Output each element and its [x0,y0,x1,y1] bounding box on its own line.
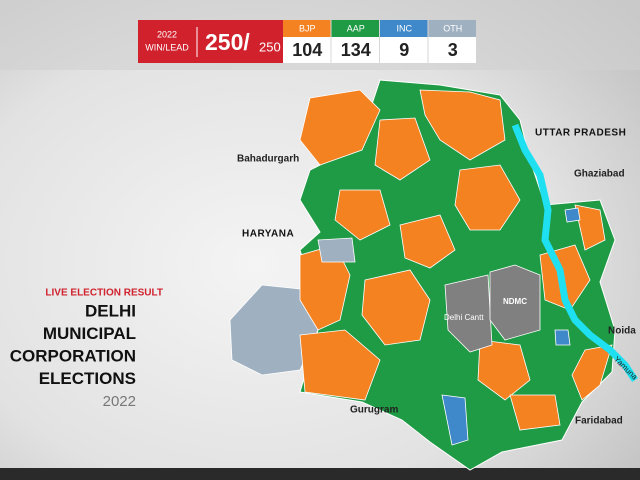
party-cell [283,37,331,63]
party-name: OTH [443,23,462,33]
ward [441,394,469,446]
place-label: Noida [608,326,636,337]
bottom-strip [0,468,640,480]
ward [361,269,431,346]
ward [477,339,531,401]
party-header [331,20,379,37]
oth-ward [317,237,356,263]
party-seats: 3 [448,40,458,60]
party-name: BJP [299,23,316,33]
delhi-outline [299,79,616,471]
ward [299,329,381,401]
party-name: AAP [347,23,365,33]
place-label: Ghaziabad [574,169,625,180]
delhi-cantt [444,274,493,353]
headline-line: CORPORATION [10,346,136,365]
headline-line: MUNICIPAL [43,324,136,343]
kicker: LIVE ELECTION RESULT [45,288,163,299]
scoreboard: 2022 WIN/LEAD 250/ 250 BJP 104 AAP 134 INC 9 O… [138,20,476,63]
party-seats: 9 [399,40,409,60]
headline-line: ELECTIONS [39,369,136,388]
delhi-map [229,79,638,471]
region-label: HARYANA [242,229,294,240]
place-label: Faridabad [575,416,623,427]
bjp-wards [299,89,613,431]
place-label: Gurugram [350,405,398,416]
board-year: 2022 [157,29,177,39]
ward [419,89,506,161]
ward [399,214,456,269]
ndmc [489,264,541,341]
party-name: INC [397,23,413,33]
headline-line: DELHI [85,301,136,320]
board-label: WIN/LEAD [145,42,189,52]
headline: DELHI MUNICIPAL CORPORATION ELECTIONS [10,301,136,388]
party-seats: 134 [341,40,371,60]
party-header [428,20,476,37]
party-seats: 104 [292,40,322,60]
party-header [380,20,428,37]
total: 250 [259,39,281,54]
party-cell [428,37,476,63]
declared: 250/ [205,29,250,55]
ward [554,329,571,346]
ward [334,189,391,241]
tally-box [138,20,283,63]
ward [574,204,606,251]
place-label: Bahadurgarh [237,154,299,165]
ward [374,117,431,181]
ward [564,207,581,223]
party-cell [380,37,428,63]
area-label: NDMC [503,297,527,306]
region-label: UTTAR PRADESH [535,128,626,139]
area-label: Delhi Cantt [444,313,484,322]
party-cell [331,37,379,63]
ward [454,164,521,231]
headline-year: 2022 [103,393,136,410]
yamuna-river [511,123,638,382]
party-header [283,20,331,37]
ward [299,89,381,166]
ward [509,394,561,431]
inc-wards [441,207,581,446]
